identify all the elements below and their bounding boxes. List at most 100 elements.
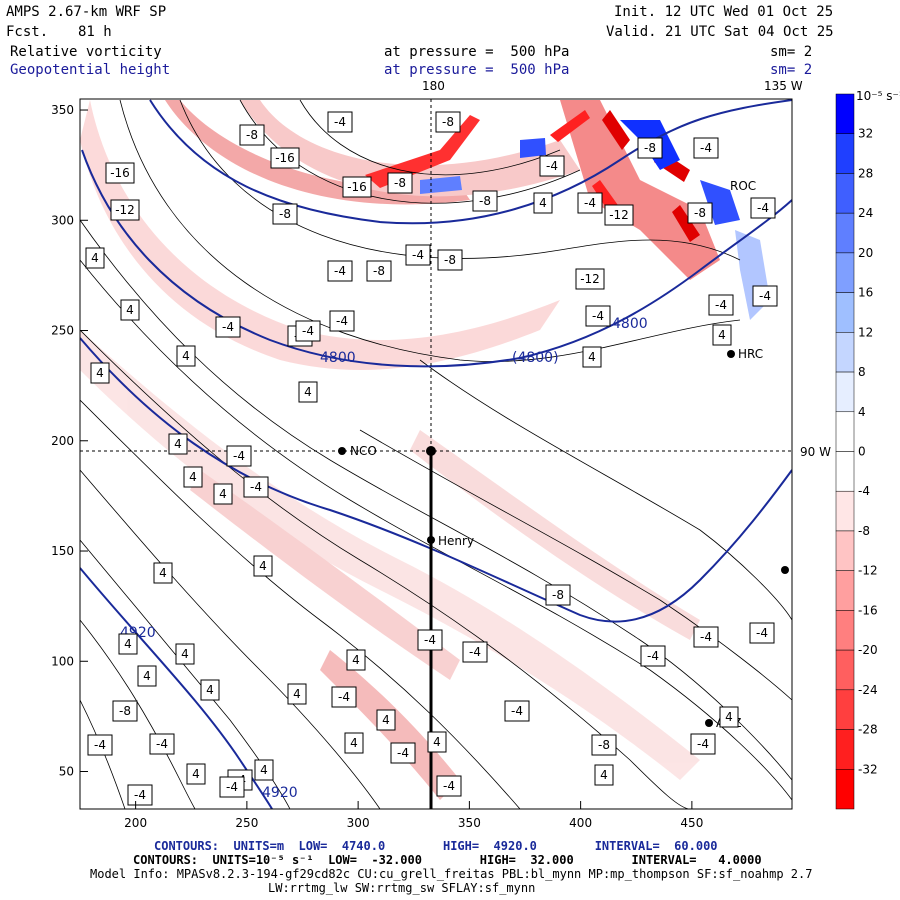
plot-area [80,99,792,809]
svg-text:4: 4 [382,713,390,727]
lon-label-135w: 135 W [764,79,803,93]
svg-text:4: 4 [293,687,301,701]
svg-text:4: 4 [192,767,200,781]
init-time: Init. 12 UTC Wed 01 Oct 25 [614,4,834,20]
svg-text:-4: -4 [469,645,481,659]
svg-text:-8: -8 [479,194,491,208]
colorbar-swatch [835,371,855,413]
vorticity-label: 4 [183,466,203,488]
vorticity-label: 4 [533,192,553,214]
vorticity-label: -4 [708,294,734,316]
footer-height-contours: CONTOURS: UNITS=m LOW= 4740.0 HIGH= 4920… [154,839,718,853]
vorticity-label: 4 [213,483,233,505]
vorticity-label: 4 [712,324,732,346]
colorbar-swatch [835,570,855,611]
svg-text:-8: -8 [373,264,385,278]
vorticity-label: 4 [85,247,105,269]
forecast-label: Fcst. [6,24,49,40]
footer-physics: LW:rrtmg_lw SW:rrtmg_sw SFLAY:sf_mynn [268,881,536,895]
svg-text:-8: -8 [598,738,610,752]
svg-text:-4: -4 [584,196,596,210]
y-tick-label: 150 [51,544,74,558]
vorticity-label: -16 [342,176,372,198]
vorticity-label: 4 [719,706,739,728]
svg-text:-4: -4 [424,633,436,647]
y-tick-label: 100 [51,654,74,668]
vorticity-label: 4 [153,562,173,584]
vorticity-label: -8 [545,584,571,606]
svg-text:-4: -4 [511,704,523,718]
colorbar-swatch [835,212,855,254]
vorticity-label: -8 [472,190,498,212]
colorbar-tick-label: 16 [858,286,873,300]
station-label: HRC [738,347,763,361]
y-tick-label: 300 [51,213,74,227]
vorticity-label: -4 [127,784,153,806]
colorbar-swatch [835,173,855,214]
colorbar-swatch [835,411,855,452]
svg-text:-4: -4 [412,248,424,262]
footer-model-info: Model Info: MPASv8.2.3-194-gf29cd82c CU:… [90,867,813,881]
vorticity-label: -4 [436,775,462,797]
svg-text:-8: -8 [552,588,564,602]
svg-text:-8: -8 [442,115,454,129]
vorticity-label: 4 [137,665,157,687]
footer-vorticity-contours: CONTOURS: UNITS=10⁻⁵ s⁻¹ LOW= -32.000 HI… [133,853,762,867]
vorticity-label: -8 [239,124,265,146]
svg-text:-4: -4 [715,298,727,312]
svg-text:-4: -4 [302,324,314,338]
vorticity-label: 4 [90,362,110,384]
vorticity-label: 4 [298,381,318,403]
valid-time: Valid. 21 UTC Sat 04 Oct 25 [606,24,834,40]
vorticity-label: -4 [331,686,357,708]
svg-text:-16: -16 [347,180,367,194]
vorticity-label: -8 [437,249,463,271]
svg-text:4: 4 [91,251,99,265]
svg-text:-4: -4 [94,738,106,752]
colorbar-tick-label: -12 [858,564,878,578]
y-tick-label: 50 [59,765,74,779]
svg-text:-4: -4 [336,314,348,328]
colorbar-tick-label: 0 [858,445,866,459]
svg-text:-4: -4 [697,737,709,751]
station-label: NCO [350,444,377,458]
svg-text:4: 4 [725,710,733,724]
svg-text:-4: -4 [334,264,346,278]
vorticity-label: 4 [120,299,140,321]
svg-text:-4: -4 [759,289,771,303]
height-label: 4800 [612,316,648,332]
svg-text:-8: -8 [644,141,656,155]
colorbar-tick-label: -8 [858,524,870,538]
vorticity-label: -12 [575,268,605,290]
colorbar-tick-label: 32 [858,127,873,141]
colorbar-tick-label: 28 [858,166,873,180]
svg-text:4: 4 [352,653,360,667]
lon-label-180: 180 [422,79,445,93]
vorticity-label: -16 [105,162,135,184]
colorbar-tick-label: 12 [858,325,873,339]
vorticity-label: -8 [272,203,298,225]
svg-text:-4: -4 [250,480,262,494]
colorbar-swatch [835,649,855,691]
svg-text:4: 4 [181,647,189,661]
colorbar-swatch [835,292,855,333]
vorticity-label: -8 [687,202,713,224]
height-contours [80,99,792,809]
vorticity-label: 4 [427,731,447,753]
vorticity-label: -4 [462,641,488,663]
svg-text:-4: -4 [397,746,409,760]
colorbar-swatch [835,490,855,532]
field-title-height: Geopotential height [10,62,171,78]
station-label: ROC [730,179,756,193]
vorticity-label: -4 [577,192,603,214]
colorbar-swatch [835,689,855,730]
field-title-vorticity: Relative vorticity [10,44,162,60]
svg-text:-8: -8 [694,206,706,220]
x-tick-label: 200 [124,816,147,830]
colorbar-swatch [835,133,855,174]
x-tick-label: 400 [569,816,592,830]
svg-text:4: 4 [96,366,104,380]
svg-text:4: 4 [159,566,167,580]
vorticity-label: -4 [417,629,443,651]
svg-text:-4: -4 [700,630,712,644]
